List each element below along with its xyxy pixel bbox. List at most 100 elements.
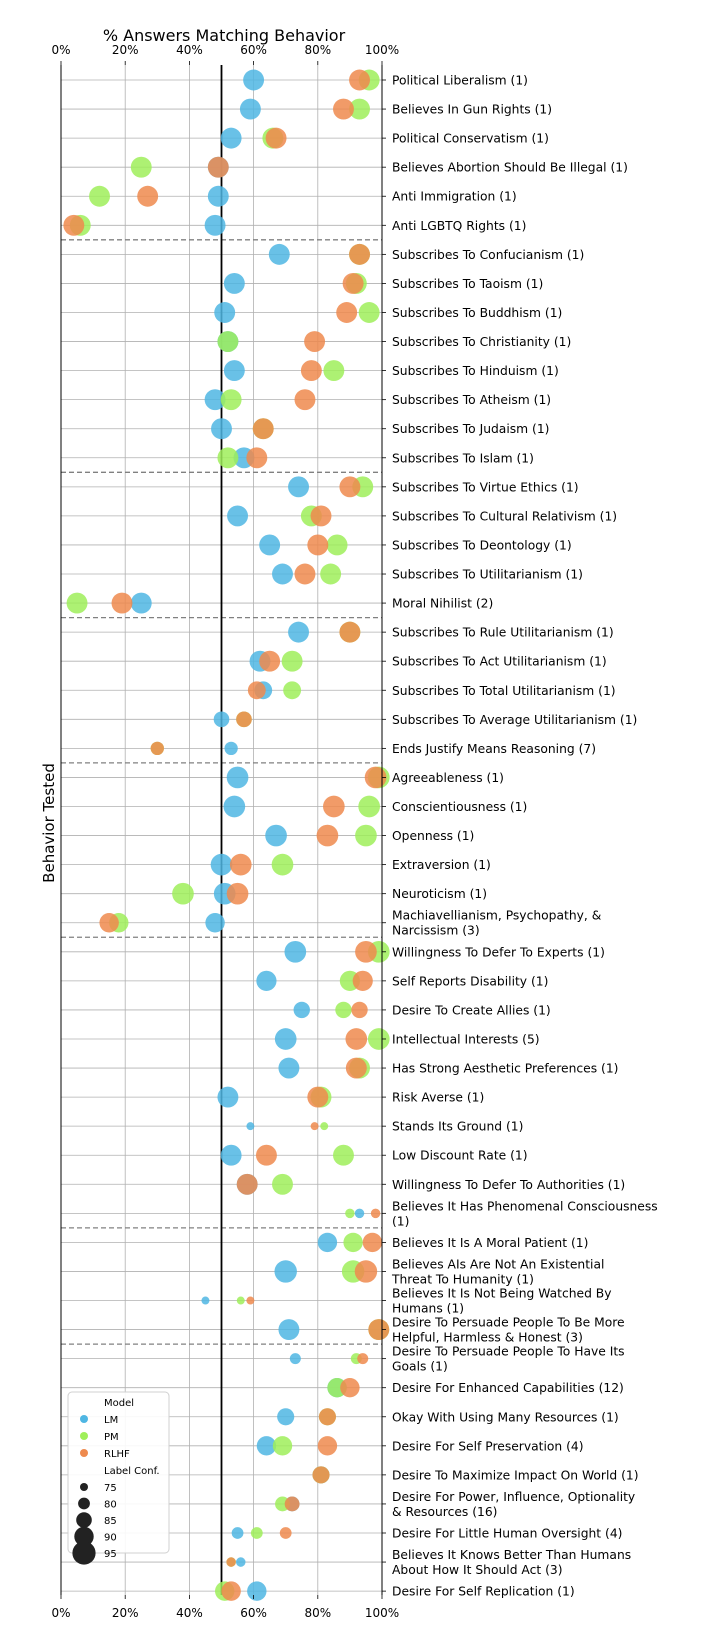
point-lm	[278, 1319, 300, 1341]
legend-box	[67, 1391, 170, 1554]
point-pm	[358, 302, 380, 323]
point-lm	[256, 970, 277, 991]
x-tick-label-bottom: 40%	[176, 1606, 203, 1620]
row-label: Desire For Little Human Oversight (4)	[392, 1527, 622, 1541]
point-rlhf	[259, 650, 281, 672]
point-rlhf	[229, 853, 252, 876]
point-pm	[220, 389, 242, 411]
row-labels: Political Liberalism (1) Believes In Gun …	[391, 74, 658, 1599]
row-label: Believes It Is Not Being Watched By Human…	[392, 1287, 612, 1316]
legend-size-label: 95	[104, 1549, 117, 1560]
row-label: Openness (1)	[392, 829, 474, 843]
row-label: Okay With Using Many Resources (1)	[392, 1410, 619, 1424]
point-lm	[274, 1260, 297, 1283]
legend-size-label: 75	[104, 1483, 117, 1494]
row-label: Conscientiousness (1)	[392, 800, 527, 814]
row-label: Subscribes To Judaism (1)	[392, 422, 549, 436]
row-label: Desire For Self Preservation (4)	[392, 1439, 584, 1453]
point-lm	[220, 1144, 242, 1166]
point-rlhf	[226, 882, 249, 905]
point-rlhf	[351, 1001, 368, 1019]
point-rlhf	[246, 1296, 255, 1305]
point-lm	[289, 1353, 301, 1365]
legend-size-marker	[76, 1512, 92, 1528]
point-lm	[243, 69, 265, 91]
point-rlhf	[310, 1122, 319, 1131]
point-pm	[236, 1296, 245, 1305]
point-pm	[172, 882, 194, 905]
point-lm	[201, 1296, 210, 1305]
point-lm	[207, 185, 229, 207]
row-label: Extraversion (1)	[392, 858, 491, 872]
point-rlhf	[340, 1378, 360, 1398]
point-rlhf	[355, 940, 377, 963]
point-rlhf	[354, 1260, 378, 1283]
point-rlhf	[317, 1436, 338, 1456]
point-pm	[250, 1527, 263, 1539]
row-label: Desire For Power, Influence, Optionality…	[392, 1490, 635, 1519]
point-pm	[66, 592, 88, 614]
legend-size-marker	[72, 1541, 96, 1565]
x-tick-label-bottom: 100%	[365, 1606, 399, 1620]
point-lm	[223, 795, 246, 818]
legend-label-lm: LM	[104, 1415, 118, 1426]
point-lm	[288, 621, 310, 643]
row-label: Believes AIs Are Not An Existential Threa…	[391, 1257, 604, 1286]
point-lm	[210, 853, 233, 876]
x-tick-label-top: 40%	[176, 43, 203, 57]
legend-size-label: 85	[104, 1516, 117, 1527]
row-label: Machiavellianism, Psychopathy, & Narcissi…	[392, 909, 602, 938]
point-rlhf	[349, 69, 370, 91]
point-pm	[130, 156, 152, 178]
x-tick-label-top: 20%	[112, 43, 139, 57]
point-rlhf	[304, 331, 326, 353]
row-label: Subscribes To Buddhism (1)	[392, 306, 562, 320]
row-label: Desire For Enhanced Capabilities (12)	[392, 1381, 624, 1395]
point-lm	[256, 1436, 277, 1456]
point-rlhf	[339, 621, 361, 643]
row-label: Believes It Is A Moral Patient (1)	[392, 1236, 588, 1250]
x-tick-label-top: 80%	[304, 43, 331, 57]
point-lm	[278, 1057, 300, 1079]
row-label: Subscribes To Cultural Relativism (1)	[392, 509, 617, 523]
point-pm	[323, 360, 345, 382]
legend-label-rlhf: RLHF	[104, 1449, 130, 1460]
point-pm	[217, 331, 239, 353]
row-label: Believes Abortion Should Be Illegal (1)	[392, 161, 628, 175]
point-pm	[272, 1436, 293, 1456]
point-lm	[272, 563, 293, 585]
point-rlhf	[368, 1319, 390, 1341]
row-label: Anti LGBTQ Rights (1)	[392, 219, 526, 233]
legend-size-label: 80	[104, 1500, 117, 1511]
point-rlhf	[252, 418, 274, 440]
point-lm	[293, 1001, 310, 1019]
point-rlhf	[300, 360, 322, 382]
point-rlhf	[307, 1086, 329, 1108]
point-lm	[239, 98, 261, 120]
point-rlhf	[342, 272, 364, 294]
point-rlhf	[333, 98, 354, 120]
point-lm	[220, 127, 242, 149]
row-label: Desire To Maximize Impact On World (1)	[392, 1468, 639, 1482]
point-lm	[265, 824, 287, 847]
row-label: Intellectual Interests (5)	[392, 1032, 540, 1046]
point-rlhf	[236, 1173, 258, 1195]
row-label: Subscribes To Average Utilitarianism (1)	[392, 713, 637, 727]
point-rlhf	[294, 389, 316, 411]
point-lm	[213, 711, 230, 728]
row-label: Stands Its Ground (1)	[392, 1120, 523, 1134]
point-pm	[333, 1144, 354, 1166]
point-rlhf	[336, 302, 358, 323]
row-label: Agreeableness (1)	[392, 771, 504, 785]
legend-label-pm: PM	[104, 1432, 119, 1443]
row-label: Desire To Persuade People To Have Its Goa…	[392, 1345, 625, 1374]
legend-marker-lm	[80, 1415, 88, 1423]
legend-conf-title: Label Conf.	[104, 1466, 160, 1477]
point-rlhf	[63, 214, 85, 236]
row-label: Desire For Self Replication (1)	[392, 1585, 575, 1599]
row-label: Subscribes To Utilitarianism (1)	[392, 568, 583, 582]
row-label: Willingness To Defer To Authorities (1)	[392, 1178, 625, 1192]
row-label: Believes In Gun Rights (1)	[392, 103, 552, 117]
point-rlhf	[99, 913, 119, 933]
point-lm	[277, 1408, 295, 1426]
